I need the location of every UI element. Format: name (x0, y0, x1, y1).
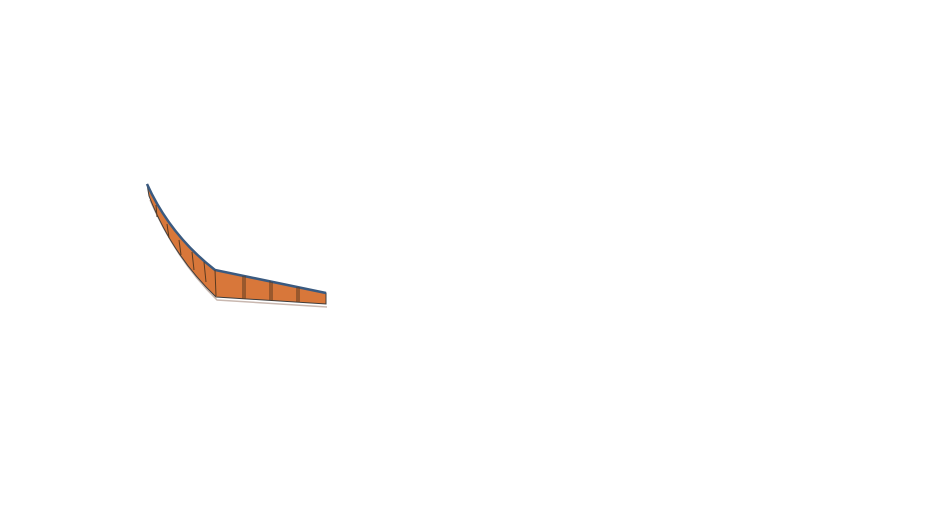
divider (191, 251, 195, 271)
divider (166, 223, 170, 239)
divider (178, 239, 182, 256)
curved-wall (145, 183, 328, 308)
divider (203, 261, 207, 283)
panel-dividers (155, 204, 300, 302)
wall-top (145, 183, 327, 295)
divider (155, 204, 158, 218)
divider (214, 269, 217, 297)
